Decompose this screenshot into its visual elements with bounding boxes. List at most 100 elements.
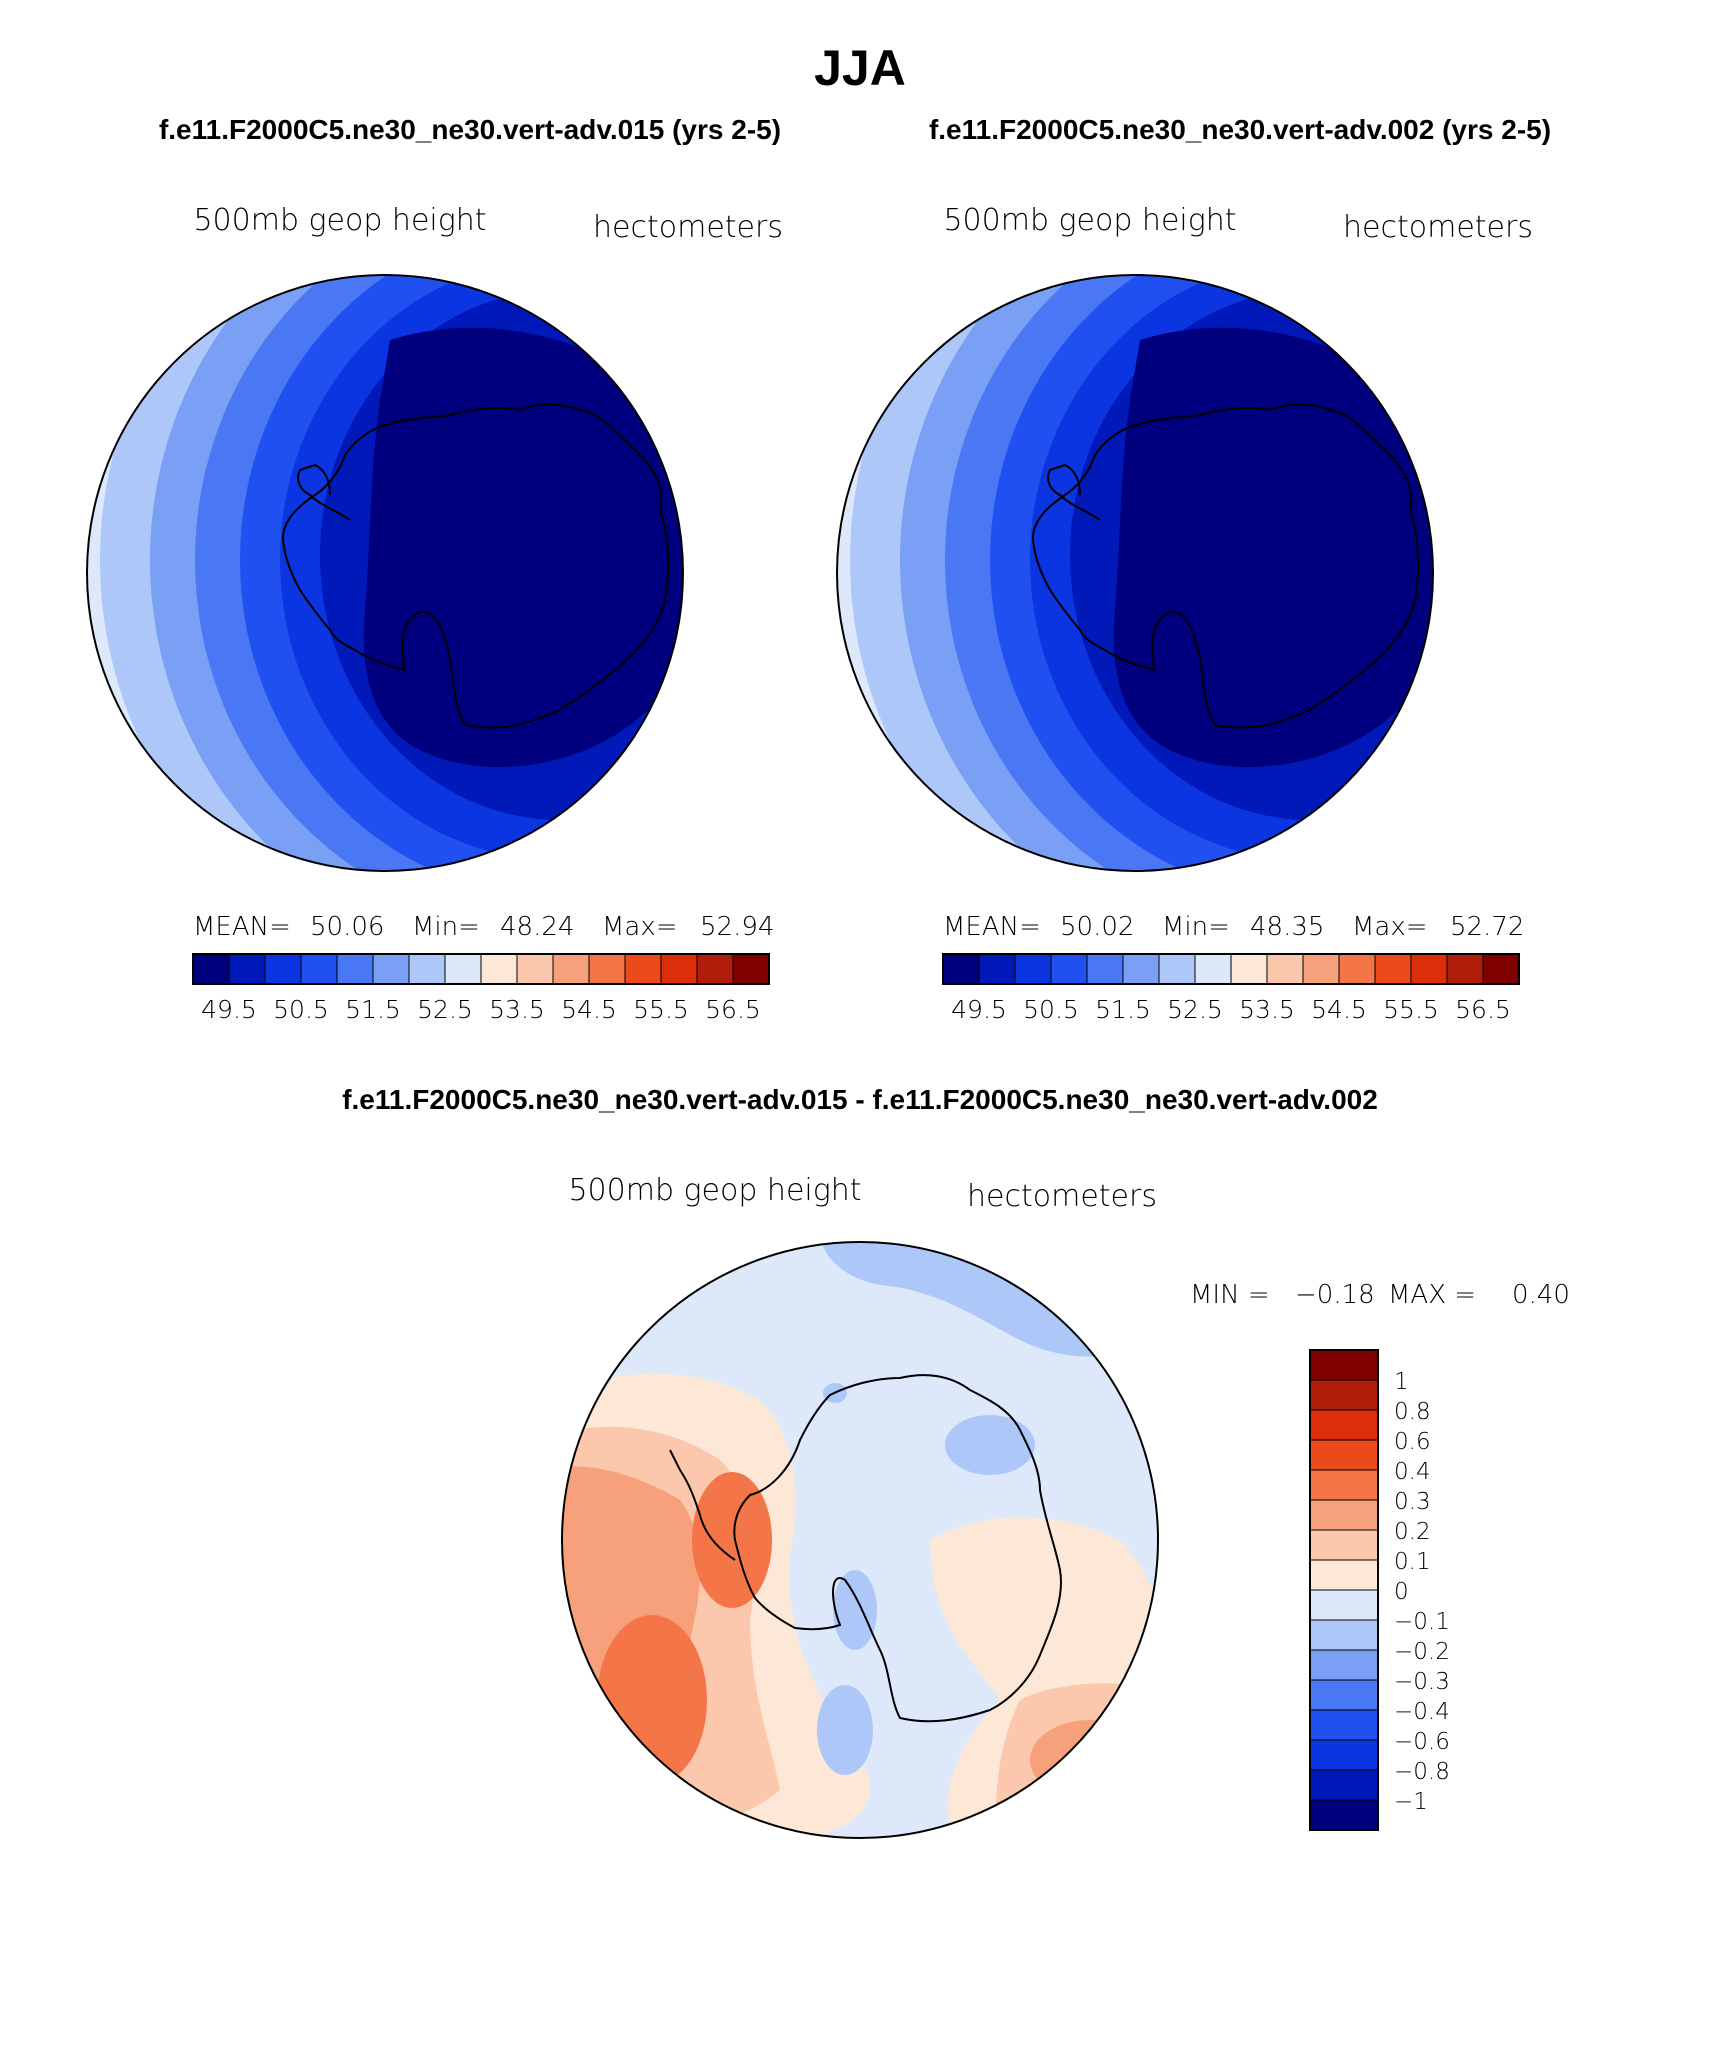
colorbar-diff-tick-label: 0.6: [1394, 1429, 1431, 1455]
colorbar-diff-swatch: [1309, 1769, 1379, 1801]
map-border-right: [836, 274, 1434, 872]
diff-title: f.e11.F2000C5.ne30_ne30.vert-adv.015 - f…: [342, 1084, 1378, 1115]
polar-map-right: [837, 275, 1433, 871]
colorbar-diff-swatch: [1309, 1739, 1379, 1771]
colorbar-diff-tick-label: −0.1: [1394, 1609, 1450, 1635]
diff-minmax: MIN = −0.18 MAX = 0.40: [1190, 1280, 1570, 1310]
colorbar-diff-frame: [1309, 1349, 1379, 1831]
max-label-left: Max=: [602, 912, 678, 942]
peninsula-right: [1047, 463, 1101, 521]
max-label-right: Max=: [1352, 912, 1428, 942]
colorbar-diff-swatch: [1309, 1529, 1379, 1561]
colorbar-left-tick-label: 56.5: [705, 995, 761, 1024]
colorbar-right-tick-label: 55.5: [1383, 995, 1439, 1024]
diff-max-value: 0.40: [1512, 1280, 1570, 1310]
peninsula-diff: [669, 1449, 736, 1561]
colorbar-diff-swatch: [1309, 1589, 1379, 1621]
colorbar-left-swatch: [444, 953, 482, 985]
colorbar-diff-swatch: [1309, 1469, 1379, 1501]
colorbar-left: 49.5 50.5 51.5 52.5 53.5 54.5 55.5 56.5: [192, 953, 770, 1024]
polar-map-left: [87, 275, 683, 871]
max-value-right: 52.72: [1450, 912, 1524, 942]
coastline-diff: [733, 1374, 1062, 1723]
colorbar-diff-swatch: [1309, 1709, 1379, 1741]
colorbar-right-swatch: [1482, 953, 1520, 985]
colorbar-diff-tick-label: −1: [1394, 1789, 1428, 1815]
mean-value-right: 50.02: [1060, 912, 1134, 942]
diff-min-label: MIN =: [1190, 1280, 1270, 1310]
colorbar-right-frame: [942, 953, 1520, 985]
colorbar-diff-swatch: [1309, 1679, 1379, 1711]
colorbar-diff-tick-label: 0.4: [1394, 1459, 1431, 1485]
colorbar-diff-tick-label: −0.3: [1394, 1669, 1450, 1695]
panel-left: 500mb geop height hectometers MEAN= 50.0…: [86, 203, 783, 1024]
case-title-right: f.e11.F2000C5.ne30_ne30.vert-adv.002 (yr…: [929, 114, 1551, 145]
colorbar-diff-swatch: [1309, 1499, 1379, 1531]
panel-left-variable: 500mb geop height: [193, 203, 486, 238]
coastline-left: [281, 403, 670, 729]
colorbar-diff-swatch: [1309, 1619, 1379, 1651]
colorbar-right-tick-label: 50.5: [1023, 995, 1079, 1024]
diff-min-value: −0.18: [1295, 1280, 1375, 1310]
colorbar-diff-swatch: [1309, 1379, 1379, 1411]
colorbar-diff-tick-label: −0.6: [1394, 1729, 1450, 1755]
colorbar-diff-tick-label: −0.8: [1394, 1759, 1450, 1785]
colorbar-left-tick-label: 51.5: [345, 995, 401, 1024]
colorbar-left-tick-label: 54.5: [561, 995, 617, 1024]
colorbar-left-swatch: [696, 953, 734, 985]
colorbar-left-swatch: [336, 953, 374, 985]
colorbar-left-tick-label: 49.5: [201, 995, 257, 1024]
mean-label-right: MEAN=: [943, 912, 1041, 942]
colorbar-diff-tick-label: 0: [1394, 1579, 1409, 1605]
colorbar-diff-tick-label: −0.2: [1394, 1639, 1450, 1665]
colorbar-diff-swatch: [1309, 1439, 1379, 1471]
map-border-diff: [561, 1241, 1159, 1839]
colorbar-right-swatch: [1086, 953, 1124, 985]
min-label-right: Min=: [1162, 912, 1230, 942]
colorbar-left-swatch: [372, 953, 410, 985]
colorbar-diff-tick-label: 0.2: [1394, 1519, 1431, 1545]
colorbar-right-tick-label: 56.5: [1455, 995, 1511, 1024]
min-label-left: Min=: [412, 912, 480, 942]
colorbar-left-tick-label: 50.5: [273, 995, 329, 1024]
colorbar-diff-swatch: [1309, 1559, 1379, 1591]
colorbar-left-swatch: [264, 953, 302, 985]
colorbar-right-swatch: [1122, 953, 1160, 985]
colorbar-right-swatch: [1446, 953, 1484, 985]
max-value-left: 52.94: [700, 912, 774, 942]
case-title-left: f.e11.F2000C5.ne30_ne30.vert-adv.015 (yr…: [159, 114, 781, 145]
colorbar-left-swatch: [624, 953, 662, 985]
colorbar-right-swatch: [1194, 953, 1232, 985]
colorbar-right-swatch: [978, 953, 1016, 985]
diff-variable: 500mb geop height: [568, 1173, 861, 1208]
colorbar-diff-swatch: [1309, 1409, 1379, 1441]
colorbar-left-swatch: [552, 953, 590, 985]
colorbar-diff: 1 0.8 0.6 0.4 0.3 0.2 0.1 0 −0.1 −0.2 −0.3 −0.4 −0.6…: [1309, 1349, 1450, 1831]
colorbar-left-swatch: [732, 953, 770, 985]
colorbar-right-swatch: [1230, 953, 1268, 985]
figure-title: JJA: [814, 40, 906, 96]
colorbar-right: 49.5 50.5 51.5 52.5 53.5 54.5 55.5 56.5: [942, 953, 1520, 1024]
diff-units: hectometers: [967, 1179, 1157, 1214]
colorbar-left-swatch: [660, 953, 698, 985]
colorbar-diff-tick-label: 0.1: [1394, 1549, 1431, 1575]
colorbar-left-tick-label: 53.5: [489, 995, 545, 1024]
colorbar-right-tick-label: 49.5: [951, 995, 1007, 1024]
colorbar-right-swatch: [1338, 953, 1376, 985]
colorbar-left-swatch: [516, 953, 554, 985]
colorbar-right-swatch: [1302, 953, 1340, 985]
panel-diff: f.e11.F2000C5.ne30_ne30.vert-adv.015 - f…: [342, 1084, 1570, 1839]
colorbar-diff-tick-label: 0.3: [1394, 1489, 1431, 1515]
colorbar-diff-tick-label: −0.4: [1394, 1699, 1450, 1725]
coastline-right: [1031, 403, 1420, 729]
colorbar-left-swatch: [480, 953, 518, 985]
panel-right-units: hectometers: [1343, 210, 1533, 245]
colorbar-diff-swatch: [1309, 1649, 1379, 1681]
min-value-right: 48.35: [1250, 912, 1324, 942]
colorbar-left-swatch: [228, 953, 266, 985]
colorbar-left-frame: [192, 953, 770, 985]
polar-map-diff: [562, 1242, 1158, 1838]
colorbar-left-tick-label: 52.5: [417, 995, 473, 1024]
stats-right: MEAN= 50.02 Min= 48.35 Max= 52.72: [943, 912, 1524, 942]
